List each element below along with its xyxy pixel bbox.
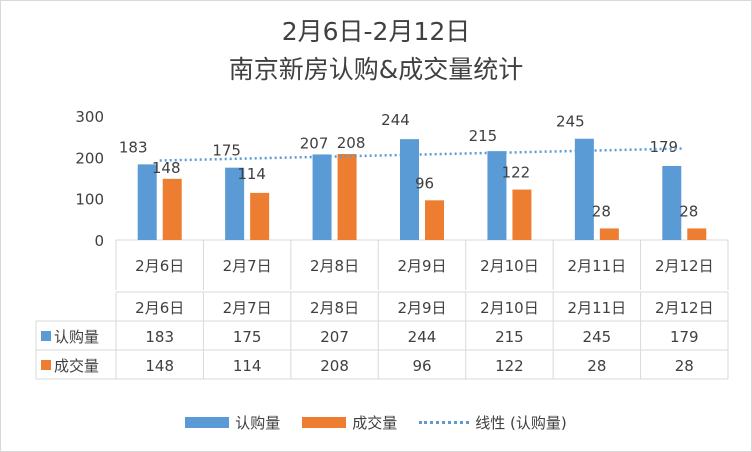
- legend-swatch-series-2: [302, 417, 347, 428]
- data-label-2-2: 208: [337, 134, 366, 152]
- data-label-1-6: 179: [649, 138, 678, 156]
- table-cell-2-1: 114: [233, 357, 262, 375]
- data-label-2-1: 114: [237, 165, 266, 183]
- bar-2-0: [162, 178, 182, 240]
- table-header-1: 2月7日: [223, 299, 272, 317]
- table-cell-2-3: 96: [412, 357, 431, 375]
- table-cell-2-6: 28: [675, 357, 694, 375]
- bar-1-5: [574, 138, 594, 240]
- y-tick-label-3: 300: [75, 108, 104, 126]
- table-cell-2-2: 208: [320, 357, 349, 375]
- data-label-2-5: 28: [592, 202, 611, 220]
- bar-1-1: [225, 167, 245, 240]
- bar-1-0: [137, 164, 157, 240]
- x-tick-label-2: 2月8日: [310, 257, 359, 275]
- x-tick-label-1: 2月7日: [223, 257, 272, 275]
- table-header-0: 2月6日: [135, 299, 184, 317]
- table-header-3: 2月9日: [397, 299, 446, 317]
- table-header-6: 2月12日: [655, 299, 714, 317]
- data-label-2-0: 148: [152, 159, 181, 177]
- table-row-key-1: [41, 331, 51, 341]
- data-label-2-4: 122: [502, 164, 531, 182]
- x-tick-label-4: 2月10日: [480, 257, 539, 275]
- table-cell-1-4: 215: [495, 328, 524, 346]
- x-tick-label-6: 2月12日: [655, 257, 714, 275]
- table-header-2: 2月8日: [310, 299, 359, 317]
- bar-2-6: [687, 228, 707, 240]
- bar-2-5: [599, 228, 619, 240]
- y-tick-label-2: 200: [75, 149, 104, 167]
- bar-2-1: [250, 192, 270, 240]
- chart-subtitle: 南京新房认购&成交量统计: [228, 55, 524, 84]
- table-cell-1-2: 207: [320, 328, 349, 346]
- y-tick-label-0: 0: [94, 232, 104, 250]
- table-cell-1-0: 183: [145, 328, 174, 346]
- table-cell-1-6: 179: [670, 328, 699, 346]
- x-tick-label-0: 2月6日: [135, 257, 184, 275]
- bar-1-3: [400, 139, 419, 240]
- legend-label-series-1: 认购量: [235, 414, 281, 432]
- legend-item-trendline: 线性 (认购量): [419, 412, 567, 433]
- table-row-label-2: 成交量: [54, 357, 99, 375]
- table-cell-1-3: 244: [408, 328, 437, 346]
- table-header-4: 2月10日: [480, 299, 539, 317]
- data-label-1-3: 244: [381, 111, 410, 129]
- legend-swatch-series-1: [185, 417, 230, 428]
- chart-title: 2月6日-2月12日: [281, 17, 471, 46]
- bar-2-4: [512, 189, 532, 240]
- table-cell-1-5: 245: [583, 328, 612, 346]
- table-header-5: 2月11日: [568, 299, 627, 317]
- data-label-1-2: 207: [300, 134, 329, 152]
- table-row-key-2: [41, 360, 51, 370]
- table-cell-2-4: 122: [495, 357, 524, 375]
- bar-1-2: [312, 154, 332, 240]
- x-tick-label-3: 2月9日: [397, 257, 446, 275]
- data-label-1-5: 245: [556, 113, 585, 131]
- data-label-1-1: 175: [212, 142, 241, 160]
- legend-label-trendline: 线性 (认购量): [475, 414, 567, 432]
- data-label-2-3: 96: [415, 174, 434, 192]
- y-tick-label-1: 100: [75, 191, 104, 209]
- data-label-1-0: 183: [119, 138, 148, 156]
- legend-item-series-1: 认购量: [185, 412, 280, 433]
- legend-swatch-trendline: [419, 421, 470, 424]
- chart-legend: 认购量 成交量 线性 (认购量): [0, 412, 752, 433]
- data-label-1-4: 215: [469, 127, 498, 145]
- bar-2-2: [337, 154, 357, 240]
- table-cell-1-1: 175: [233, 328, 262, 346]
- bar-1-4: [487, 151, 507, 240]
- table-row-label-1: 认购量: [54, 328, 99, 346]
- legend-label-series-2: 成交量: [352, 414, 398, 432]
- x-tick-label-5: 2月11日: [568, 257, 627, 275]
- legend-item-series-2: 成交量: [302, 412, 397, 433]
- table-cell-2-5: 28: [587, 357, 606, 375]
- table-cell-2-0: 148: [145, 357, 174, 375]
- bar-1-6: [662, 166, 682, 240]
- data-label-2-6: 28: [679, 202, 698, 220]
- bar-2-3: [425, 200, 444, 240]
